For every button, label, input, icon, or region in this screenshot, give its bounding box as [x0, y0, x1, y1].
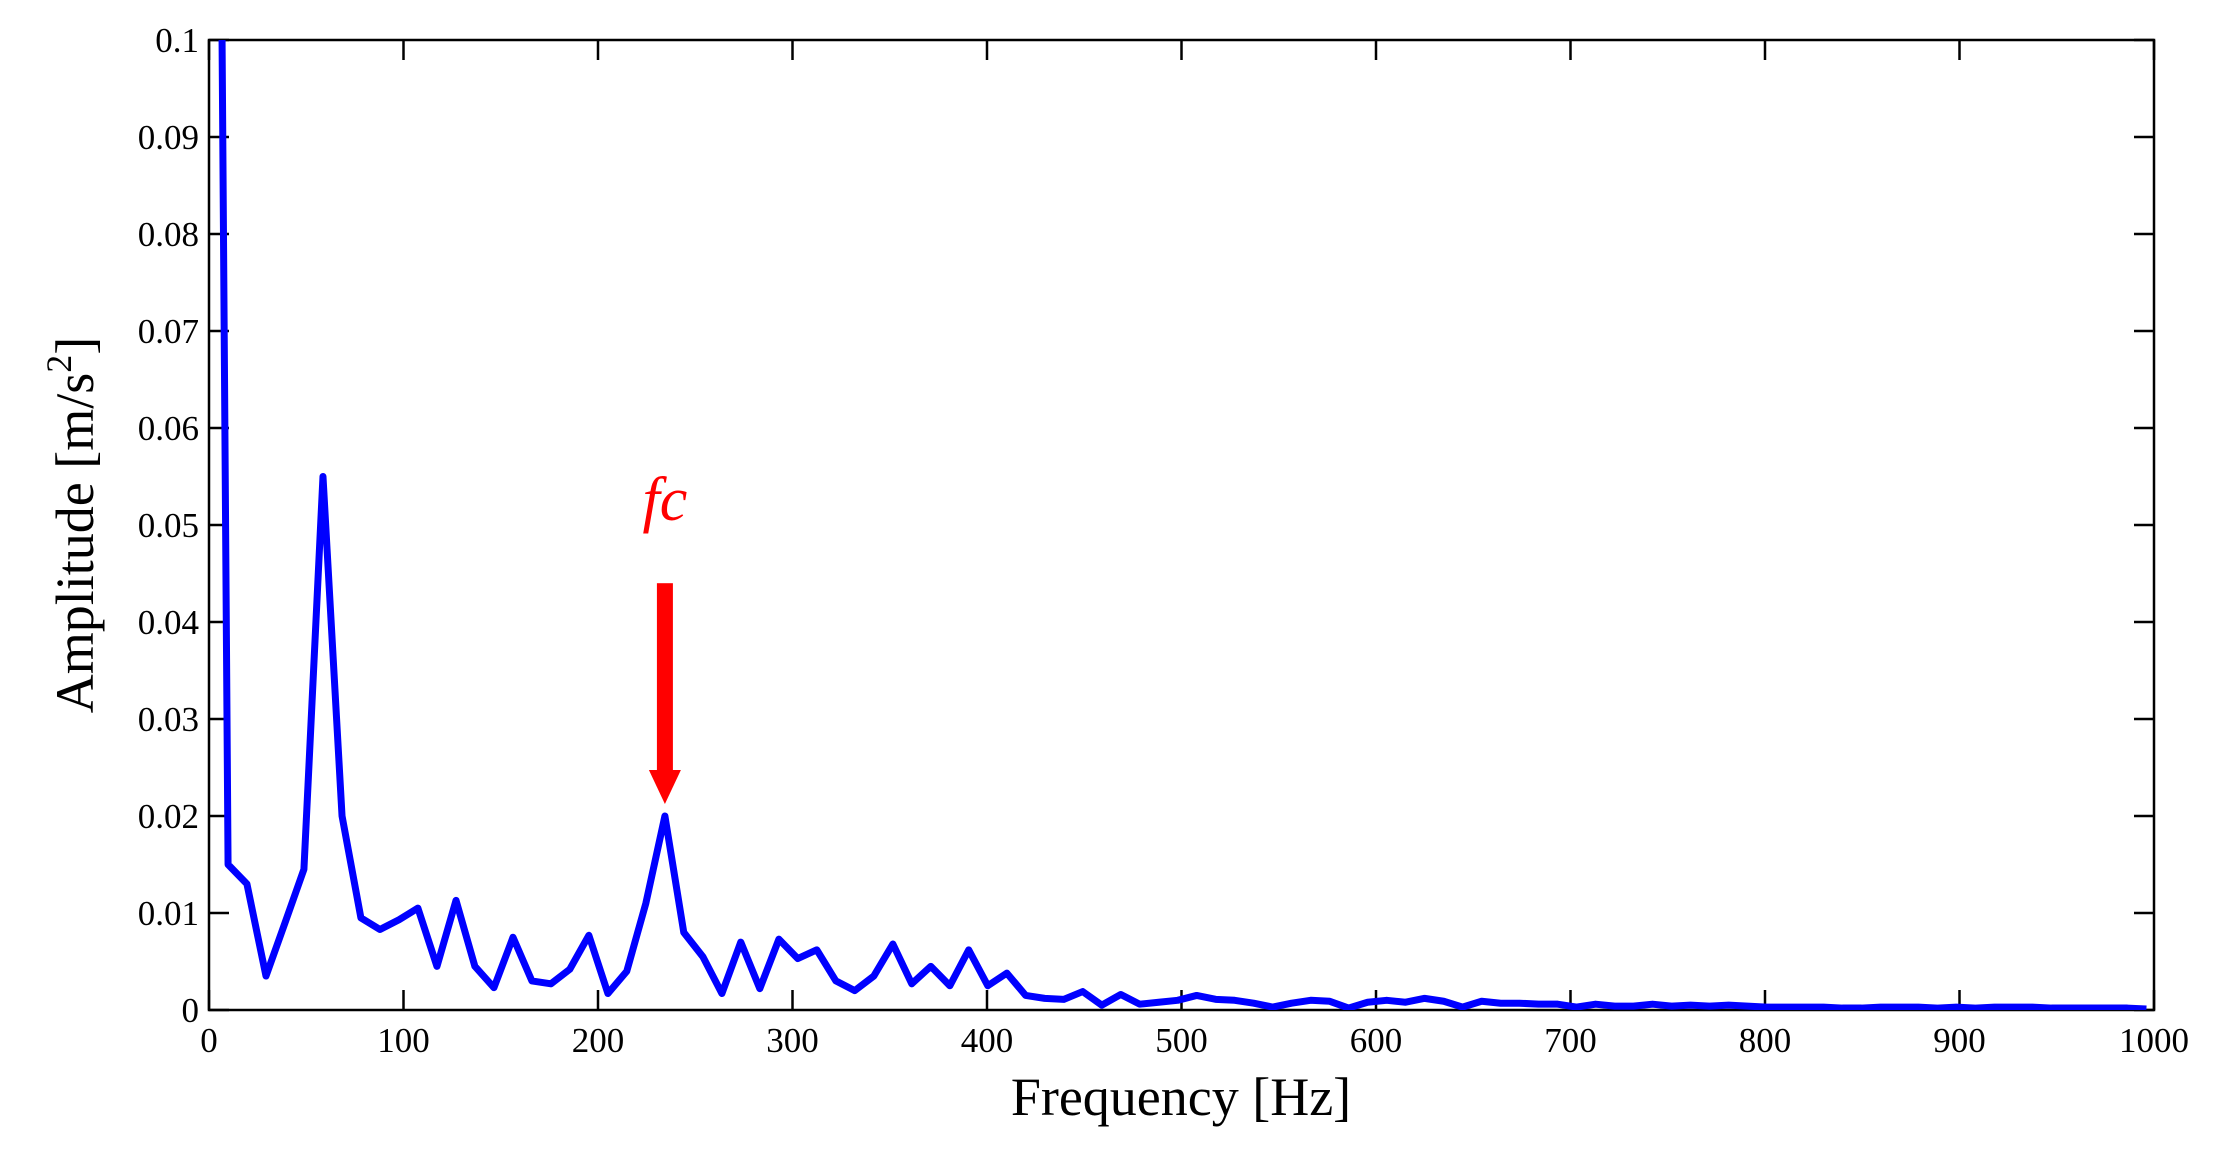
y-tick-label: 0.03	[138, 700, 199, 739]
y-tick-label: 0.08	[138, 215, 199, 254]
x-tick-label: 100	[377, 1021, 430, 1060]
y-tick-label: 0.04	[138, 603, 199, 642]
y-axis-label-end: ]	[45, 337, 105, 355]
y-tick-label: 0.1	[155, 21, 199, 60]
y-axis-label-main: Amplitude [m/s	[45, 373, 105, 713]
x-tick-label: 600	[1350, 1021, 1403, 1060]
fc-label: fc	[643, 466, 688, 534]
x-axis-ticks: 0 100 200 300 400 500 600 700 800 900 1000	[200, 40, 2189, 1060]
y-tick-label: 0.09	[138, 118, 199, 157]
x-tick-label: 900	[1933, 1021, 1986, 1060]
y-axis-ticks: 0 0.01 0.02 0.03 0.04 0.05 0.06 0.07 0.08 0.09 0.1	[138, 21, 2154, 1030]
fc-arrow-head	[648, 770, 681, 804]
x-tick-label: 500	[1155, 1021, 1208, 1060]
y-tick-label: 0.01	[138, 894, 199, 933]
x-tick-label: 700	[1544, 1021, 1597, 1060]
fc-annotation: fc	[643, 466, 688, 804]
y-tick-label: 0.02	[138, 797, 199, 836]
plot-frame	[207, 38, 2156, 1012]
x-axis-label: Frequency [Hz]	[1011, 1067, 1351, 1127]
x-tick-label: 200	[572, 1021, 625, 1060]
y-tick-label: 0.06	[138, 409, 199, 448]
x-tick-label: 1000	[2119, 1021, 2189, 1060]
x-tick-label: 800	[1739, 1021, 1792, 1060]
y-axis-label: Amplitude [m/s2]	[39, 337, 105, 713]
y-tick-label: 0.07	[138, 312, 199, 351]
y-tick-label: 0	[182, 991, 200, 1030]
y-tick-label: 0.05	[138, 506, 199, 545]
x-tick-label: 400	[961, 1021, 1014, 1060]
y-axis-label-sup: 2	[39, 355, 79, 373]
fc-arrow-shaft	[656, 583, 673, 774]
spectrum-line	[218, 40, 2147, 1010]
x-tick-label: 0	[200, 1021, 218, 1060]
x-tick-label: 300	[766, 1021, 819, 1060]
